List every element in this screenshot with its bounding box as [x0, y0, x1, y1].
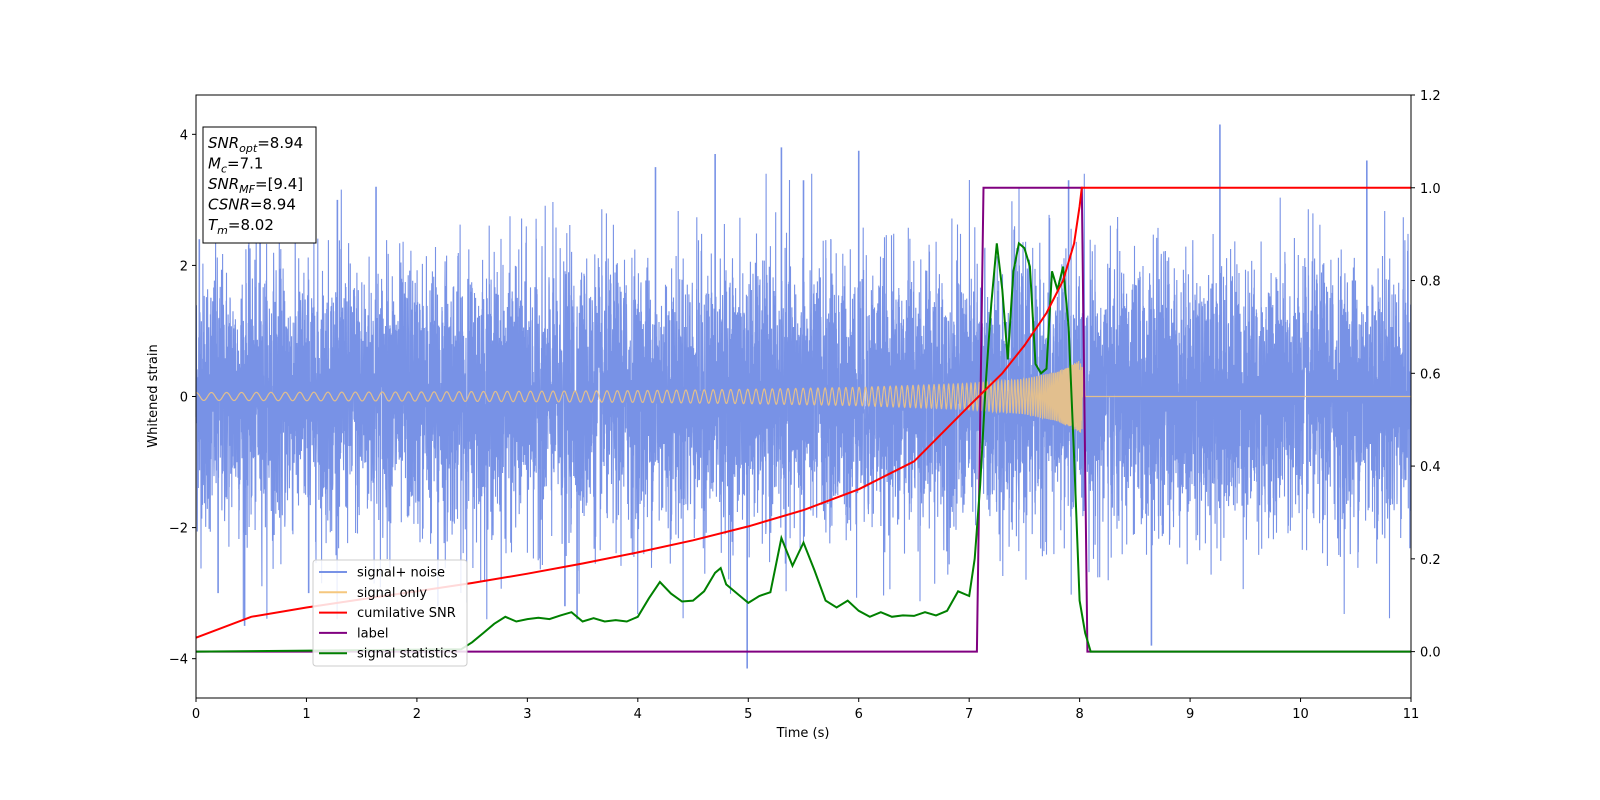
- y2-tick-label: 0.8: [1420, 275, 1441, 290]
- x-tick-label: 8: [1075, 707, 1083, 722]
- legend-entry-label: label: [357, 626, 388, 641]
- info-box-line: Tm=8.02: [208, 216, 274, 237]
- x-tick-label: 1: [302, 707, 310, 722]
- legend-entry-label: signal+ noise: [357, 566, 445, 581]
- x-tick-label: 0: [192, 707, 200, 722]
- info-box-frame: [202, 126, 317, 244]
- y2-tick-label: 0.0: [1420, 646, 1441, 661]
- x-tick-label: 6: [855, 707, 863, 722]
- x-tick-label: 7: [965, 707, 973, 722]
- signal-only-line: [196, 360, 1411, 433]
- legend-frame: [312, 559, 468, 667]
- x-tick-label: 9: [1186, 707, 1194, 722]
- y2-tick-label: 0.6: [1420, 367, 1441, 382]
- legend-entry-label: signal only: [357, 586, 427, 601]
- signal-only-series: [196, 360, 1411, 433]
- signal-noise-series: [195, 124, 1412, 669]
- y-tick-label: 0: [180, 391, 188, 406]
- y-tick-label: −2: [169, 522, 188, 537]
- y2-tick-label: 0.4: [1420, 460, 1441, 475]
- info-box-line: SNRopt=8.94: [208, 134, 303, 155]
- legend: signal+ noise signal only cumilative SNR la…: [312, 559, 468, 667]
- legend-entry-label: signal statistics: [357, 647, 458, 662]
- y-tick-label: 4: [180, 128, 188, 143]
- x-tick-label: 3: [523, 707, 531, 722]
- x-axis-label: Time (s): [776, 726, 830, 741]
- axis-ticks: 0 1 2 3 4 5 6 7 8 9 10 11 −4 −2 0 2 4 0.0 0.2 0.4 0.6 0.8 1.0 1…: [169, 89, 1441, 722]
- x-tick-label: 10: [1292, 707, 1309, 722]
- y-tick-label: −4: [169, 653, 188, 668]
- y-tick-label: 2: [180, 259, 188, 274]
- y2-tick-label: 0.2: [1420, 553, 1441, 568]
- y2-tick-label: 1.0: [1420, 182, 1441, 197]
- info-box-line: SNRMF=[9.4]: [208, 175, 303, 196]
- legend-entry-label: cumilative SNR: [357, 606, 456, 621]
- signal-statistics-line: [195, 241, 1411, 653]
- x-tick-label: 4: [634, 707, 642, 722]
- y2-tick-label: 1.2: [1420, 89, 1441, 104]
- info-box-line: CSNR=8.94: [208, 196, 296, 214]
- y-axis-label: Whitened strain: [146, 344, 161, 447]
- x-tick-label: 5: [744, 707, 752, 722]
- info-box-line: Mc=7.1: [208, 155, 263, 176]
- x-tick-label: 11: [1403, 707, 1420, 722]
- x-tick-label: 2: [413, 707, 421, 722]
